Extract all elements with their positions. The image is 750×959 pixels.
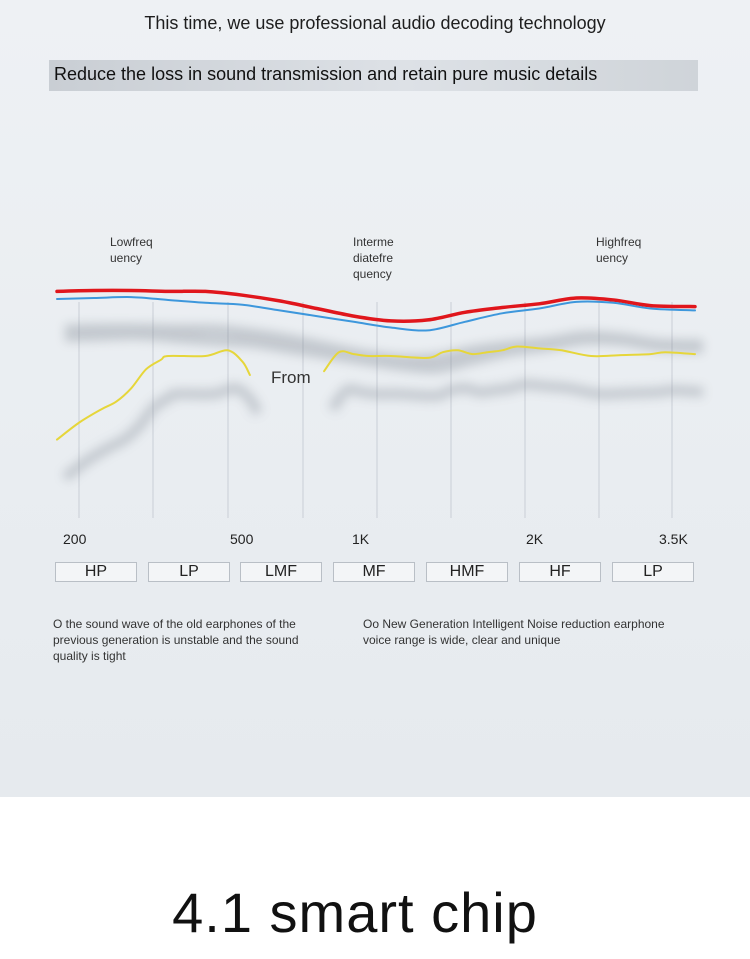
chart-annotation-from: From	[271, 368, 311, 387]
footer-title: 4.1 smart chip	[172, 881, 538, 944]
x-tick-label: 500	[230, 531, 254, 547]
series-line-red	[55, 288, 697, 323]
range-box-lp: LP	[148, 562, 230, 582]
series-shadow-yellow	[61, 383, 263, 482]
band-label-line: Interme	[353, 235, 394, 249]
range-box-hmf: HMF	[426, 562, 508, 582]
note-new-earphones: Oo New Generation Intelligent Noise redu…	[363, 617, 665, 647]
band-label-low: Lowfreq uency	[110, 234, 180, 266]
x-tick-label: 2K	[526, 531, 544, 547]
series-line-yellow	[323, 345, 696, 373]
x-tick-label: 1K	[352, 531, 370, 547]
x-tick-label: 3.5K	[659, 531, 688, 547]
band-label-line: uency	[596, 251, 629, 265]
series-shadow-blue	[64, 330, 704, 374]
range-box-hp: HP	[55, 562, 137, 582]
page-headline: This time, we use professional audio dec…	[144, 13, 606, 33]
range-box-hf: HF	[519, 562, 601, 582]
series-shadow-yellow	[327, 379, 704, 413]
series-line-blue	[56, 296, 696, 332]
band-label-line: Highfreq	[596, 235, 642, 249]
band-label-line: uency	[110, 251, 143, 265]
band-label-line: diatefre	[353, 251, 394, 265]
range-box-lmf: LMF	[240, 562, 322, 582]
frequency-response-chart	[55, 288, 704, 518]
range-box-lp-high: LP	[612, 562, 694, 582]
series-line-yellow	[56, 349, 251, 441]
x-tick-label: 200	[63, 531, 87, 547]
band-label-mid: Interme diatefre quency	[353, 234, 423, 282]
range-box-mf: MF	[333, 562, 415, 582]
note-old-earphones: O the sound wave of the old earphones of…	[53, 617, 299, 663]
subtitle-banner: Reduce the loss in sound transmission an…	[49, 60, 698, 91]
band-label-line: quency	[353, 267, 392, 281]
band-label-line: Lowfreq	[110, 235, 153, 249]
band-label-high: Highfreq uency	[596, 234, 666, 266]
